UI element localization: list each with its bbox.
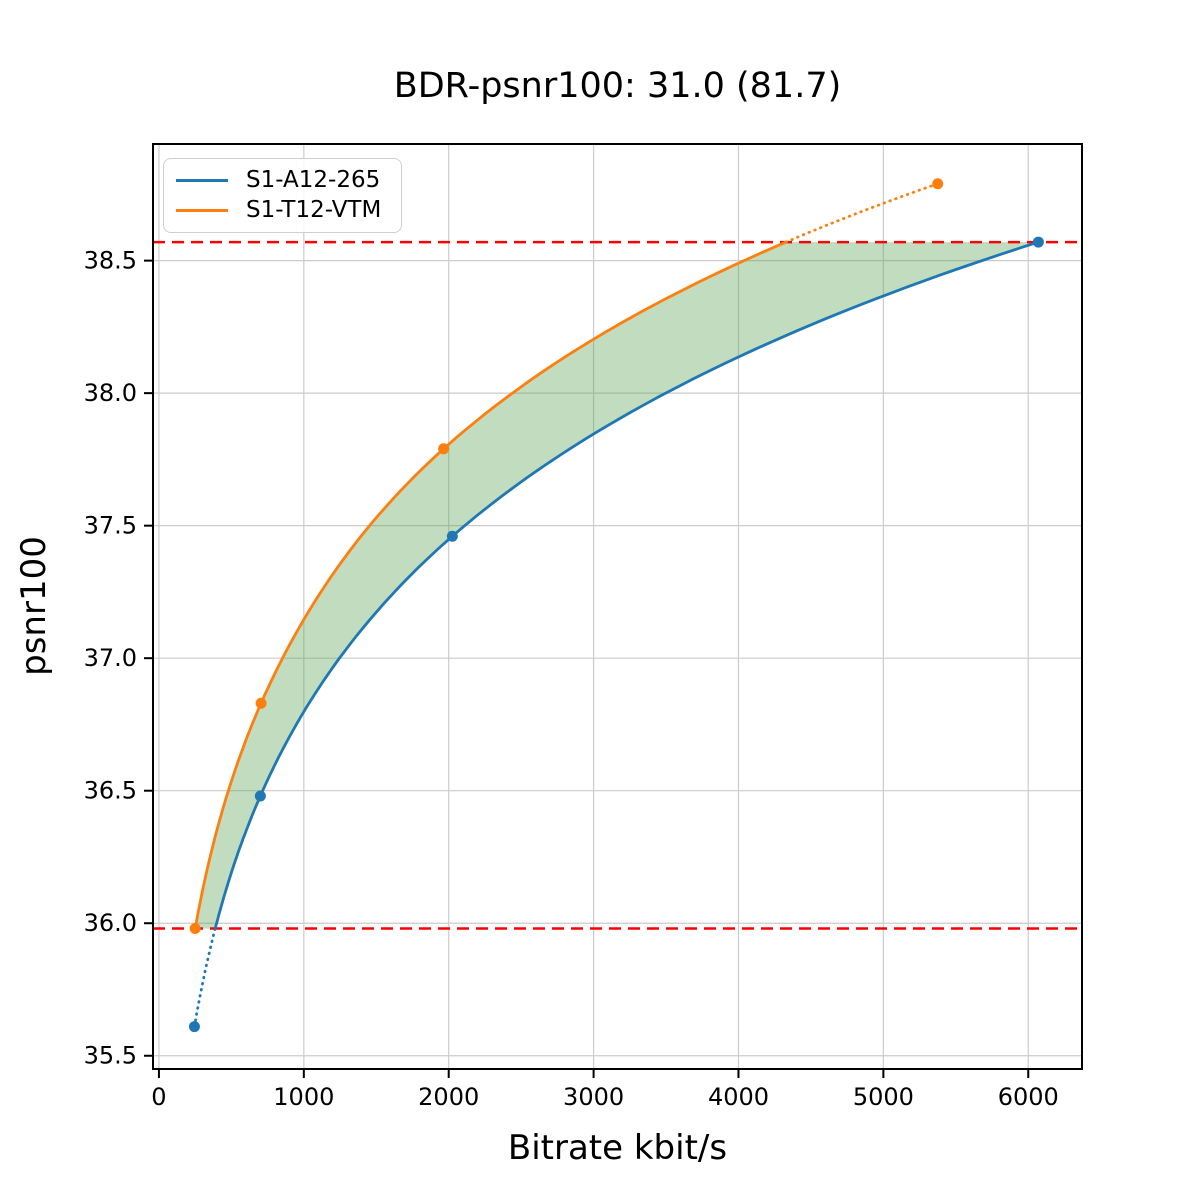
- data-point-S1-T12-VTM: [438, 443, 450, 455]
- y-tick-label: 37.0: [84, 644, 137, 672]
- y-tick-label: 38.5: [84, 247, 137, 275]
- legend-line-sample: [176, 178, 228, 182]
- plot-frame: [152, 143, 1083, 1070]
- y-tick-label: 35.5: [84, 1042, 137, 1070]
- y-tick-label: 37.5: [84, 512, 137, 540]
- x-tick-label: 4000: [708, 1083, 769, 1111]
- x-tick-label: 5000: [853, 1083, 914, 1111]
- bd-fill-region: [195, 242, 1039, 929]
- y-tick-label: 36.0: [84, 909, 137, 937]
- series-curve-dotted-S1-A12-265: [193, 927, 217, 1028]
- data-point-S1-T12-VTM: [932, 178, 944, 190]
- data-point-S1-A12-265: [188, 1021, 200, 1033]
- legend-line-sample: [176, 209, 228, 213]
- y-tick-label: 38.0: [84, 379, 137, 407]
- data-point-S1-A12-265: [1032, 236, 1044, 248]
- y-tick-label: 36.5: [84, 777, 137, 805]
- data-point-S1-T12-VTM: [255, 697, 267, 709]
- legend-item-S1-T12-VTM: S1-T12-VTM: [176, 197, 389, 224]
- chart-title: BDR-psnr100: 31.0 (81.7): [393, 66, 842, 106]
- legend-item-S1-A12-265: S1-A12-265: [176, 166, 389, 193]
- x-tick-label: 6000: [998, 1083, 1059, 1111]
- x-tick-label: 3000: [563, 1083, 624, 1111]
- series-curve-solid-S1-A12-265: [213, 240, 1039, 930]
- x-tick-label: 2000: [418, 1083, 479, 1111]
- legend-label: S1-A12-265: [246, 166, 381, 193]
- series-curve-dotted-S1-T12-VTM: [784, 182, 940, 244]
- legend: S1-A12-265 S1-T12-VTM: [163, 158, 402, 233]
- data-point-S1-A12-265: [446, 530, 458, 542]
- data-point-S1-T12-VTM: [189, 923, 201, 935]
- legend-label: S1-T12-VTM: [246, 197, 382, 224]
- x-axis-label: Bitrate kbit/s: [507, 1128, 728, 1168]
- x-tick-label: 0: [151, 1083, 166, 1111]
- data-point-S1-A12-265: [254, 790, 266, 802]
- series-curve-solid-S1-T12-VTM: [193, 240, 787, 929]
- x-tick-label: 1000: [273, 1083, 334, 1111]
- y-axis-label: psnr100: [14, 536, 54, 676]
